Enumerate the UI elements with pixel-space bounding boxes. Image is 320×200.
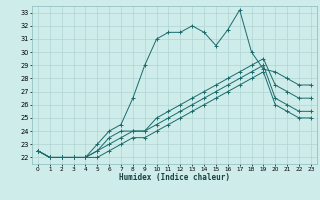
X-axis label: Humidex (Indice chaleur): Humidex (Indice chaleur) [119,173,230,182]
